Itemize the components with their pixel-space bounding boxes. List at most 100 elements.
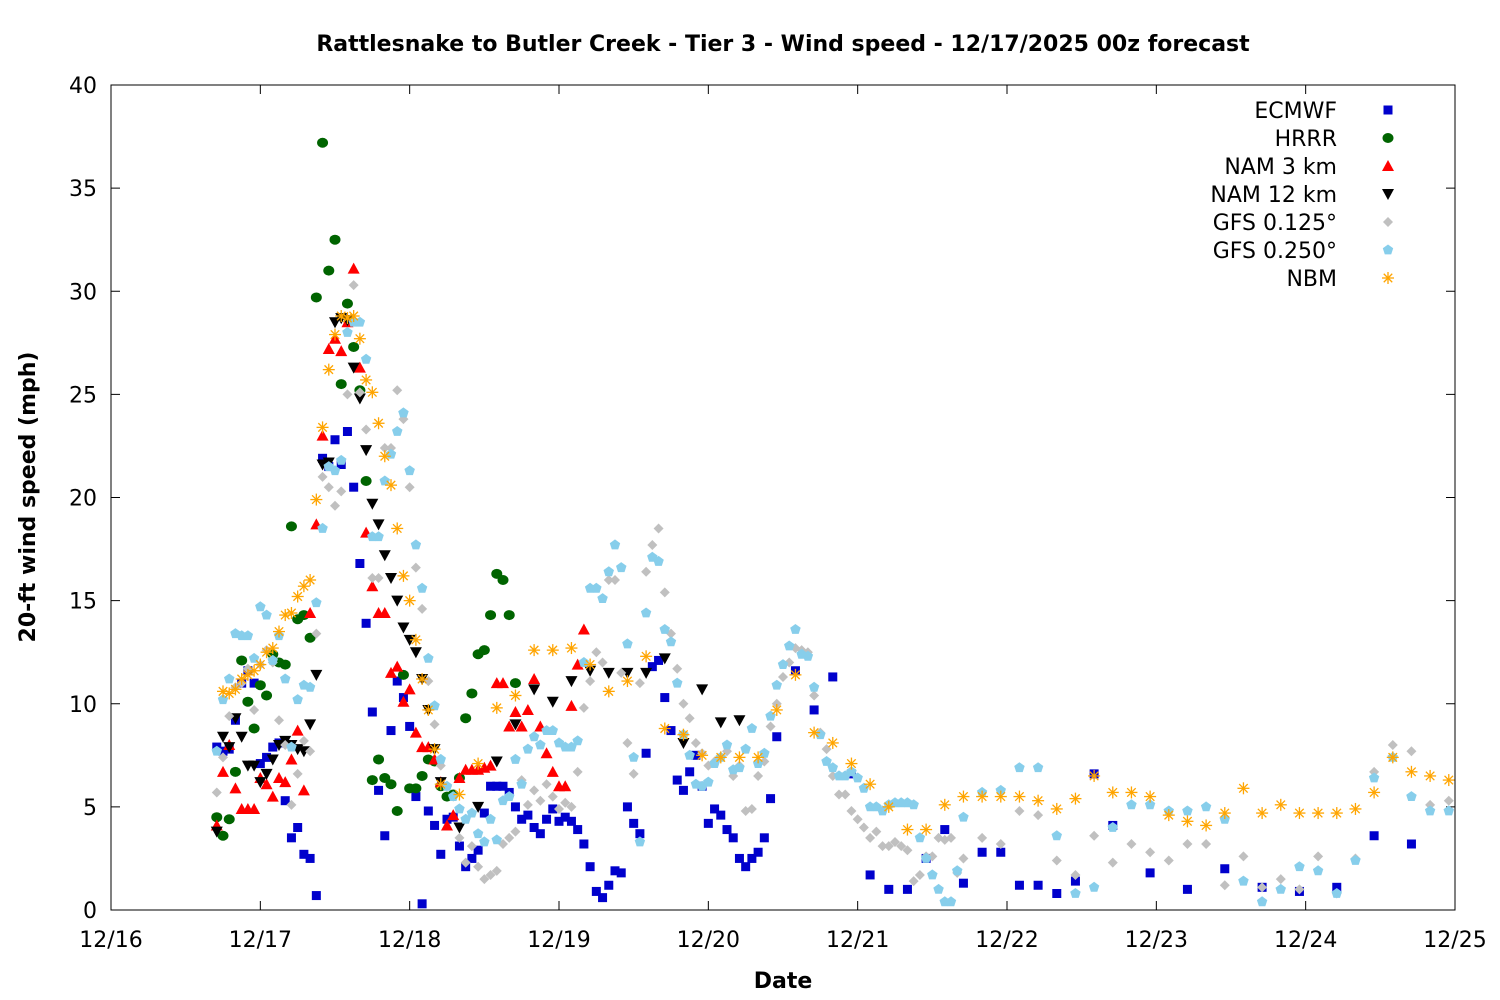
data-point	[255, 759, 265, 769]
data-point	[478, 645, 490, 656]
data-point	[347, 310, 360, 322]
data-point	[453, 822, 466, 834]
data-point	[1332, 882, 1342, 892]
data-point	[305, 746, 316, 757]
data-point	[255, 601, 266, 612]
data-point	[753, 847, 763, 857]
legend-marker	[1382, 244, 1394, 255]
data-point	[1406, 839, 1416, 849]
data-point	[994, 790, 1007, 803]
series-gfs-0-125-	[211, 280, 1454, 899]
data-point	[577, 623, 590, 635]
data-point	[901, 823, 914, 836]
data-point	[1293, 807, 1306, 820]
data-point	[1162, 809, 1175, 822]
data-point	[1033, 880, 1043, 890]
data-point	[292, 694, 303, 705]
data-point	[261, 690, 273, 701]
data-point	[336, 454, 347, 465]
data-point	[647, 539, 658, 550]
data-point	[416, 770, 428, 781]
data-point	[852, 772, 863, 783]
data-point	[248, 723, 260, 734]
data-point	[635, 829, 645, 839]
data-point	[410, 539, 422, 550]
data-point	[266, 754, 279, 766]
legend-marker	[1382, 133, 1394, 143]
data-point	[373, 754, 385, 765]
data-point	[254, 777, 267, 789]
data-point	[479, 874, 490, 885]
data-point	[1126, 799, 1137, 810]
data-point	[254, 680, 266, 691]
data-point	[329, 234, 341, 245]
data-point	[367, 572, 378, 583]
data-point	[546, 765, 559, 777]
data-point	[485, 610, 497, 621]
data-point	[510, 802, 520, 812]
data-point	[995, 839, 1006, 849]
data-point	[348, 280, 359, 291]
data-point	[473, 845, 483, 855]
data-point	[509, 678, 521, 689]
data-point	[268, 742, 278, 752]
data-point	[522, 743, 534, 754]
data-point	[1331, 888, 1342, 898]
data-point	[422, 703, 435, 716]
data-point	[1443, 795, 1454, 806]
y-tick-label: 25	[69, 383, 97, 408]
data-point	[391, 595, 404, 607]
data-point	[789, 668, 802, 681]
data-point	[460, 713, 472, 724]
data-point	[360, 476, 372, 486]
data-point	[285, 521, 297, 532]
data-point	[392, 385, 403, 396]
data-point	[882, 800, 895, 813]
y-tick-label: 20	[69, 487, 97, 512]
data-point	[217, 830, 229, 841]
data-point	[1182, 884, 1192, 894]
data-point	[385, 779, 397, 790]
data-point	[1424, 769, 1437, 782]
data-point	[454, 832, 465, 843]
data-point	[1125, 786, 1138, 799]
data-point	[629, 818, 639, 828]
data-point	[602, 685, 615, 698]
data-point	[353, 393, 366, 405]
data-point	[996, 847, 1006, 857]
data-point	[771, 698, 782, 709]
data-point	[616, 667, 627, 678]
data-point	[597, 657, 608, 668]
data-point	[565, 642, 578, 655]
data-point	[858, 822, 869, 833]
data-point	[1144, 799, 1156, 810]
data-point	[977, 847, 987, 857]
data-point	[722, 825, 732, 835]
data-point	[653, 555, 664, 566]
data-point	[429, 700, 440, 711]
data-point	[385, 479, 397, 492]
data-point	[360, 353, 372, 364]
data-point	[509, 719, 522, 731]
data-point	[335, 345, 348, 357]
data-point	[1238, 851, 1249, 862]
y-tick-label: 30	[69, 280, 97, 305]
data-point	[1294, 861, 1305, 872]
data-point	[572, 766, 583, 777]
data-point	[802, 650, 814, 661]
data-point	[946, 832, 956, 843]
data-point	[235, 731, 248, 743]
data-point	[391, 806, 403, 816]
data-point	[498, 781, 508, 791]
data-point	[884, 884, 894, 894]
data-point	[684, 749, 695, 760]
data-point	[1088, 881, 1100, 892]
data-point	[579, 839, 589, 849]
data-point	[454, 803, 465, 814]
data-point	[546, 696, 559, 708]
data-point	[347, 262, 360, 274]
data-point	[404, 482, 415, 493]
series-nam-12-km	[210, 313, 746, 838]
data-point	[491, 865, 502, 876]
data-point	[297, 746, 310, 758]
